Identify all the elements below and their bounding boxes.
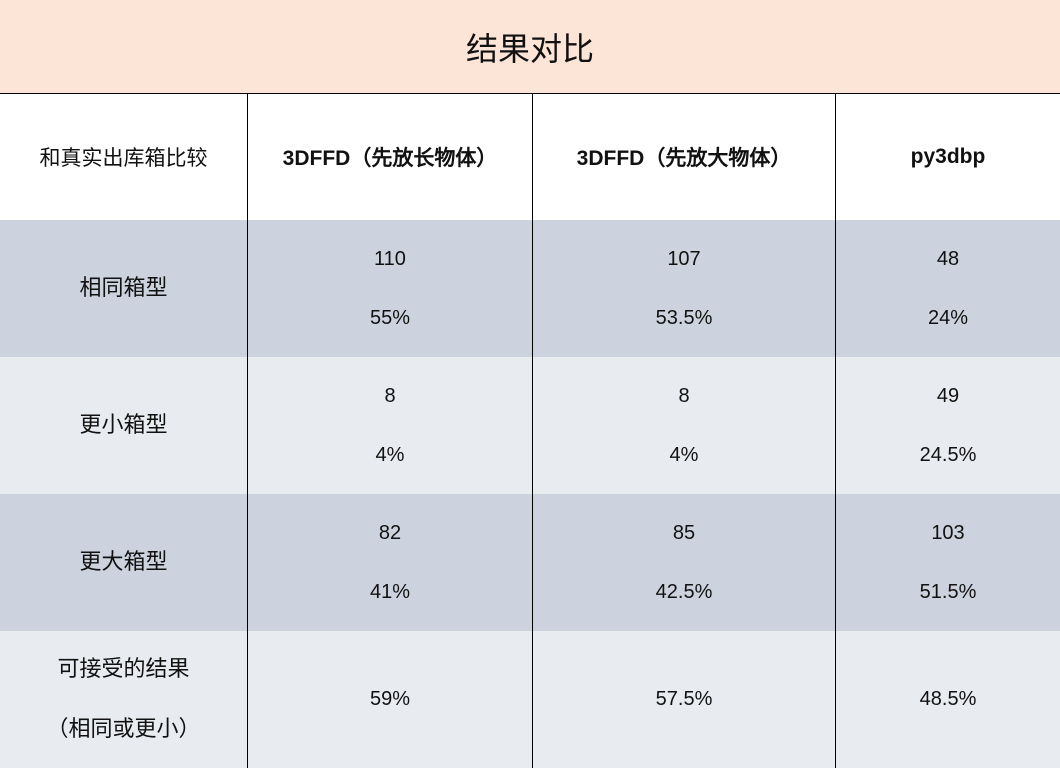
- value-cell: 8 4%: [248, 357, 533, 494]
- percent-value: 55%: [369, 306, 411, 329]
- table-row: 更小箱型 8 4% 8 4% 49 24.5%: [0, 357, 1060, 494]
- count-value: 107: [667, 247, 701, 270]
- table-row: 可接受的结果 （相同或更小） 59% 57.5% 48.5%: [0, 631, 1060, 768]
- header-row: 和真实出库箱比较 3DFFD（先放长物体） 3DFFD（先放大物体） py3db…: [0, 94, 1060, 220]
- percent-value: 53.5%: [655, 306, 713, 329]
- row-label-cell: 更大箱型: [0, 494, 248, 631]
- value-cell: 107 53.5%: [533, 220, 836, 357]
- row-label: （相同或更小）: [46, 716, 201, 742]
- count-value: 85: [672, 521, 696, 544]
- table-row: 相同箱型 110 55% 107 53.5% 48 24%: [0, 220, 1060, 357]
- row-label-cell: 相同箱型: [0, 220, 248, 357]
- row-label: 更大箱型: [79, 549, 168, 575]
- percent-value: 42.5%: [655, 580, 713, 603]
- header-cell-3dffd-long: 3DFFD（先放长物体）: [248, 94, 533, 220]
- row-label-cell: 更小箱型: [0, 357, 248, 494]
- percent-value: 24%: [927, 306, 969, 329]
- value-cell: 8 4%: [533, 357, 836, 494]
- row-label: 相同箱型: [79, 275, 168, 301]
- value-cell: 48.5%: [836, 631, 1060, 768]
- percent-value: 51.5%: [919, 580, 977, 603]
- percent-value: 57.5%: [655, 688, 713, 710]
- header-cell-comparison: 和真实出库箱比较: [0, 94, 248, 220]
- value-cell: 85 42.5%: [533, 494, 836, 631]
- value-cell: 103 51.5%: [836, 494, 1060, 631]
- count-value: 8: [678, 384, 690, 407]
- count-value: 82: [378, 521, 402, 544]
- percent-value: 4%: [669, 443, 699, 466]
- count-value: 8: [384, 384, 396, 407]
- percent-value: 4%: [375, 443, 405, 466]
- value-cell: 59%: [248, 631, 533, 768]
- value-cell: 48 24%: [836, 220, 1060, 357]
- value-cell: 49 24.5%: [836, 357, 1060, 494]
- count-value: 110: [374, 247, 406, 270]
- value-cell: 57.5%: [533, 631, 836, 768]
- row-label: 更小箱型: [79, 412, 168, 438]
- count-value: 103: [931, 521, 965, 544]
- count-value: 48: [936, 247, 960, 270]
- count-value: 49: [936, 384, 960, 407]
- row-label-cell: 可接受的结果 （相同或更小）: [0, 631, 248, 768]
- value-cell: 82 41%: [248, 494, 533, 631]
- header-cell-py3dbp: py3dbp: [910, 145, 986, 168]
- percent-value: 24.5%: [919, 443, 977, 466]
- percent-value: 41%: [369, 580, 411, 603]
- table-row: 更大箱型 82 41% 85 42.5% 103 51.5%: [0, 494, 1060, 631]
- header-cell-3dffd-large: 3DFFD（先放大物体）: [533, 94, 836, 220]
- percent-value: 59%: [369, 688, 411, 710]
- row-label: 可接受的结果: [57, 656, 190, 682]
- percent-value: 48.5%: [919, 688, 977, 710]
- table-title: 结果对比: [0, 0, 1060, 94]
- value-cell: 110 55%: [248, 220, 533, 357]
